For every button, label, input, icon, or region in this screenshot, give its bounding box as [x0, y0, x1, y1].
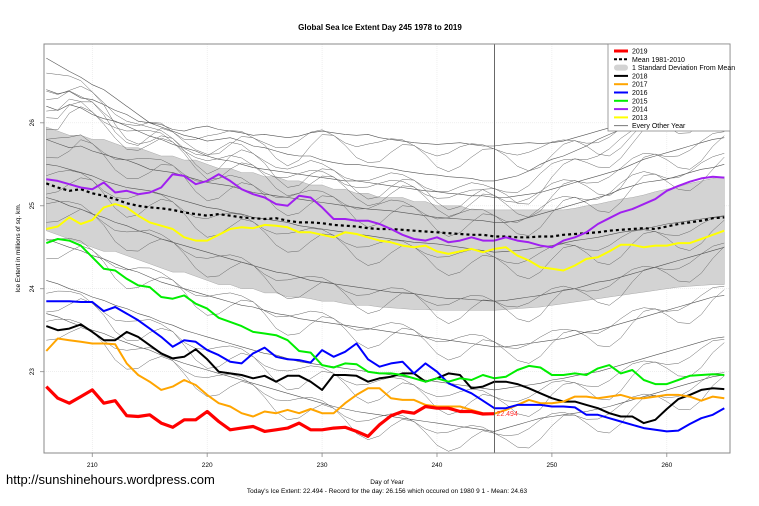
every-other-year-line	[46, 245, 725, 364]
plot-frame	[43, 43, 731, 454]
every-other-year-line	[46, 164, 725, 253]
every-other-year-line	[46, 197, 725, 302]
series-line-2013	[46, 203, 725, 272]
every-other-year-line	[46, 104, 725, 198]
y-axis-label: Ice Extent in millions of sq. km.	[15, 203, 22, 292]
legend-item-1-standard-deviation-from-mean-swatch	[614, 64, 628, 71]
legend-item-2019-label: 2019	[632, 49, 648, 56]
every-other-year-line	[46, 298, 725, 417]
y-axis-ticks: 23 24 25 26	[29, 119, 44, 375]
every-other-year-line	[46, 177, 725, 280]
legend-box	[607, 43, 731, 132]
y-tick-label: 26	[29, 119, 36, 127]
legend-item-1-standard-deviation-from-mean-label: 1 Standard Deviation From Mean	[632, 65, 735, 72]
every-other-year-line	[46, 89, 725, 157]
highlighted-series	[45, 173, 725, 438]
series-line-2018	[45, 323, 725, 425]
x-tick-label: 240	[432, 462, 443, 469]
series-line-2019	[45, 385, 495, 438]
every-other-year-line	[46, 57, 725, 182]
current-value-label: 22.494	[496, 411, 518, 418]
every-other-year-line	[46, 98, 725, 203]
every-other-year-line	[46, 82, 725, 211]
every-other-year-line	[46, 72, 725, 193]
every-other-year-line	[46, 290, 725, 402]
series-line-2014	[46, 173, 725, 249]
every-other-year-line	[46, 327, 725, 452]
series-line-2017	[45, 337, 725, 418]
every-other-year-line	[46, 134, 725, 223]
every-other-year-line	[46, 106, 725, 218]
x-tick-label: 230	[317, 462, 328, 469]
x-tick-label: 260	[661, 462, 672, 469]
legend-item-2014-label: 2014	[632, 107, 648, 114]
legend-item-2013-label: 2013	[632, 115, 648, 122]
x-axis-label: Day of Year	[370, 479, 404, 486]
legend-item-mean-1981-2010-label: Mean 1981-2010	[632, 57, 685, 64]
y-tick-label: 25	[29, 202, 36, 210]
series-line-2015	[45, 238, 725, 386]
x-tick-label: 220	[202, 462, 213, 469]
y-tick-label: 24	[29, 285, 36, 293]
every-other-year-line	[46, 237, 725, 349]
legend-item-2015-label: 2015	[632, 98, 648, 105]
legend-item-2017-label: 2017	[632, 82, 648, 89]
every-other-year-line	[46, 139, 725, 237]
watermark-url: http://sunshinehours.wordpress.com	[6, 472, 215, 487]
legend-item-2018-label: 2018	[632, 73, 648, 80]
legend-item-2016-label: 2016	[632, 90, 648, 97]
series-line-mean-1981-2010	[45, 182, 725, 239]
every-other-year-line	[46, 94, 725, 172]
chart-title: Global Sea Ice Extent Day 245 1978 to 20…	[298, 23, 462, 32]
footer-stats: Today's Ice Extent: 22.494 - Record for …	[247, 488, 528, 495]
every-other-year-line	[46, 208, 725, 324]
every-other-year-line	[46, 139, 725, 223]
legend-item-every-other-year-label: Every Other Year	[632, 123, 686, 130]
x-axis-ticks: 210 220 230 240 250 260	[87, 453, 673, 469]
x-tick-label: 250	[546, 462, 557, 469]
every-other-year-line	[46, 201, 725, 308]
series-line-2016	[46, 300, 725, 433]
y-tick-label: 23	[29, 368, 36, 376]
x-tick-label: 210	[87, 462, 98, 469]
every-other-year-line	[46, 313, 725, 432]
